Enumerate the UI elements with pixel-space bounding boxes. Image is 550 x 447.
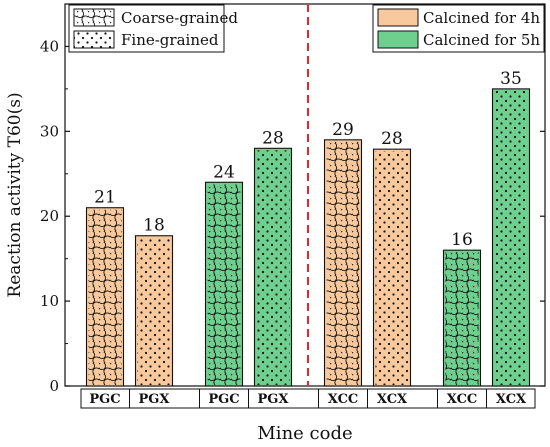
bar-value-label: 29: [332, 120, 354, 140]
bar-pattern-5: [326, 141, 360, 385]
category-label: XCC: [447, 392, 478, 407]
value-labels-group: 21 18 24 28 29 28 16 35: [94, 69, 522, 250]
y-axis: 0 10 20 30 40: [40, 37, 545, 395]
y-tick-label: 40: [40, 37, 59, 55]
bar-value-label: 35: [500, 69, 522, 89]
category-label: XCC: [328, 392, 359, 407]
bar-value-label: 18: [143, 216, 165, 236]
y-tick-label: 30: [40, 122, 59, 140]
legend-5h-label: Calcined for 5h: [423, 31, 540, 49]
category-label: XCX: [496, 392, 527, 407]
y-tick-label: 0: [49, 377, 59, 395]
category-table-frame: [80, 388, 536, 409]
category-label: PGC: [208, 392, 239, 407]
bar-value-label: 28: [381, 129, 403, 149]
legend-4h-swatch: [377, 8, 419, 27]
category-label: PGX: [258, 392, 290, 407]
bar-pattern-3: [207, 184, 241, 385]
bar-value-label: 28: [262, 128, 284, 148]
category-label: PGC: [89, 392, 120, 407]
y-axis-label: Reaction activity T60(s): [5, 92, 25, 297]
category-label: XCX: [377, 392, 408, 407]
bar-pattern-4: [256, 150, 290, 385]
bar-value-label: 24: [213, 162, 235, 182]
legend-coarse-label: Coarse-grained: [121, 9, 238, 27]
legend-calcination: Calcined for 4h Calcined for 5h: [372, 4, 545, 53]
bar-value-label: 21: [94, 188, 116, 208]
category-table: PGC PGX PGC PGX XCC XCX XCC XCX: [80, 388, 536, 409]
bar-pattern-1: [88, 209, 122, 385]
y-tick-label: 20: [40, 207, 59, 225]
legend-fine-label: Fine-grained: [121, 31, 219, 49]
legend-4h-label: Calcined for 4h: [423, 9, 540, 27]
category-label: PGX: [139, 392, 171, 407]
bar-pattern-6: [375, 151, 409, 385]
bar-pattern-7: [445, 252, 479, 385]
bar-pattern-8: [494, 90, 528, 385]
bars-group: [85, 88, 531, 387]
plot-frame: [64, 3, 546, 387]
legend-coarse-swatch: [73, 8, 115, 27]
bar-pattern-2: [137, 237, 171, 385]
x-axis-label: Mine code: [257, 423, 352, 444]
legend-5h-swatch: [377, 30, 419, 49]
bar-value-label: 16: [451, 230, 473, 250]
legend-fine-swatch: [73, 30, 115, 49]
y-tick-label: 10: [40, 292, 59, 310]
legend-grain: Coarse-grained Fine-grained: [68, 4, 238, 53]
